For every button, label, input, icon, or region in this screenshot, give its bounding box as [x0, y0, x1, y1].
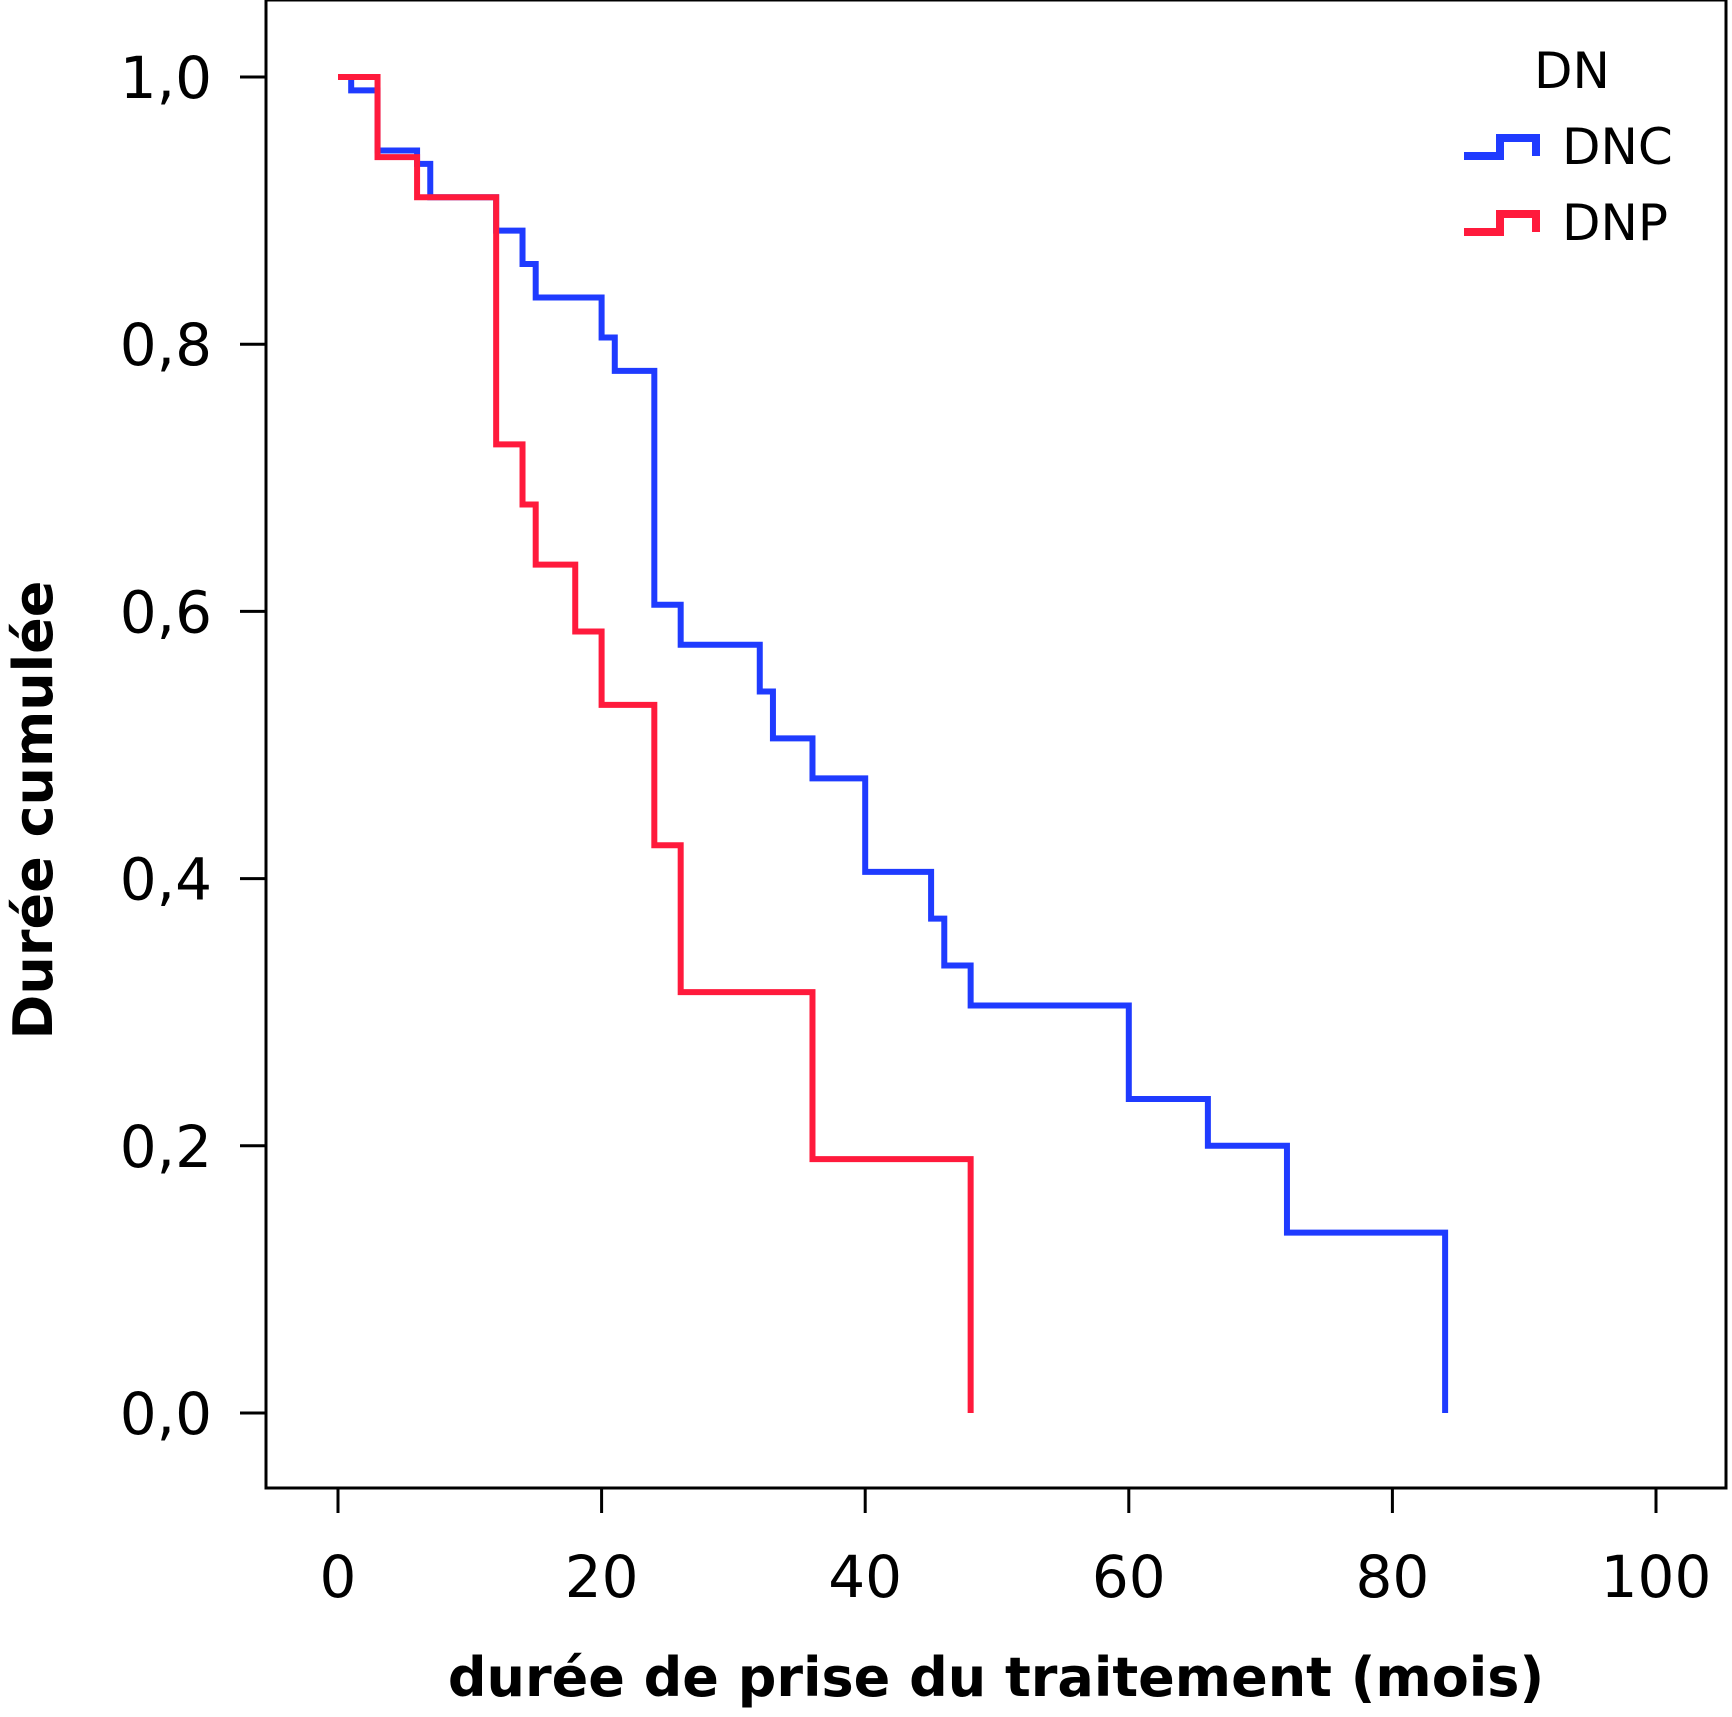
- x-axis: 0 20 40 60 80 100: [320, 1486, 1712, 1611]
- legend: DN DNC DNP: [1464, 42, 1673, 252]
- y-tick-label: 0,4: [120, 846, 212, 914]
- y-tick-label: 0,2: [120, 1113, 212, 1181]
- y-tick-label: 1,0: [120, 44, 212, 112]
- x-tick-label: 0: [320, 1543, 357, 1611]
- plot-frame: [264, 0, 1728, 1490]
- series-layer: [338, 74, 1449, 1413]
- legend-swatch-dnc: [1464, 134, 1540, 160]
- x-tick-label: 80: [1355, 1543, 1429, 1611]
- y-axis: 0,0 0,2 0,4 0,6 0,8 1,0: [120, 44, 266, 1448]
- x-tick-label: 40: [828, 1543, 902, 1611]
- y-tick-label: 0,8: [120, 311, 212, 379]
- series-line-dnc: [338, 74, 1449, 1413]
- x-axis-title: durée de prise du traitement (mois): [448, 1646, 1544, 1709]
- y-tick-label: 0,6: [120, 578, 212, 646]
- legend-title: DN: [1534, 42, 1610, 100]
- legend-label-dnc: DNC: [1562, 118, 1673, 176]
- x-tick-label: 100: [1601, 1543, 1712, 1611]
- x-tick-label: 20: [565, 1543, 639, 1611]
- x-tick-label: 60: [1092, 1543, 1166, 1611]
- legend-label-dnp: DNP: [1562, 194, 1668, 252]
- legend-swatch-dnp: [1464, 210, 1540, 236]
- y-axis-title: Durée cumulée: [2, 581, 65, 1040]
- y-tick-label: 0,0: [120, 1380, 212, 1448]
- series-line-dnp: [338, 74, 974, 1413]
